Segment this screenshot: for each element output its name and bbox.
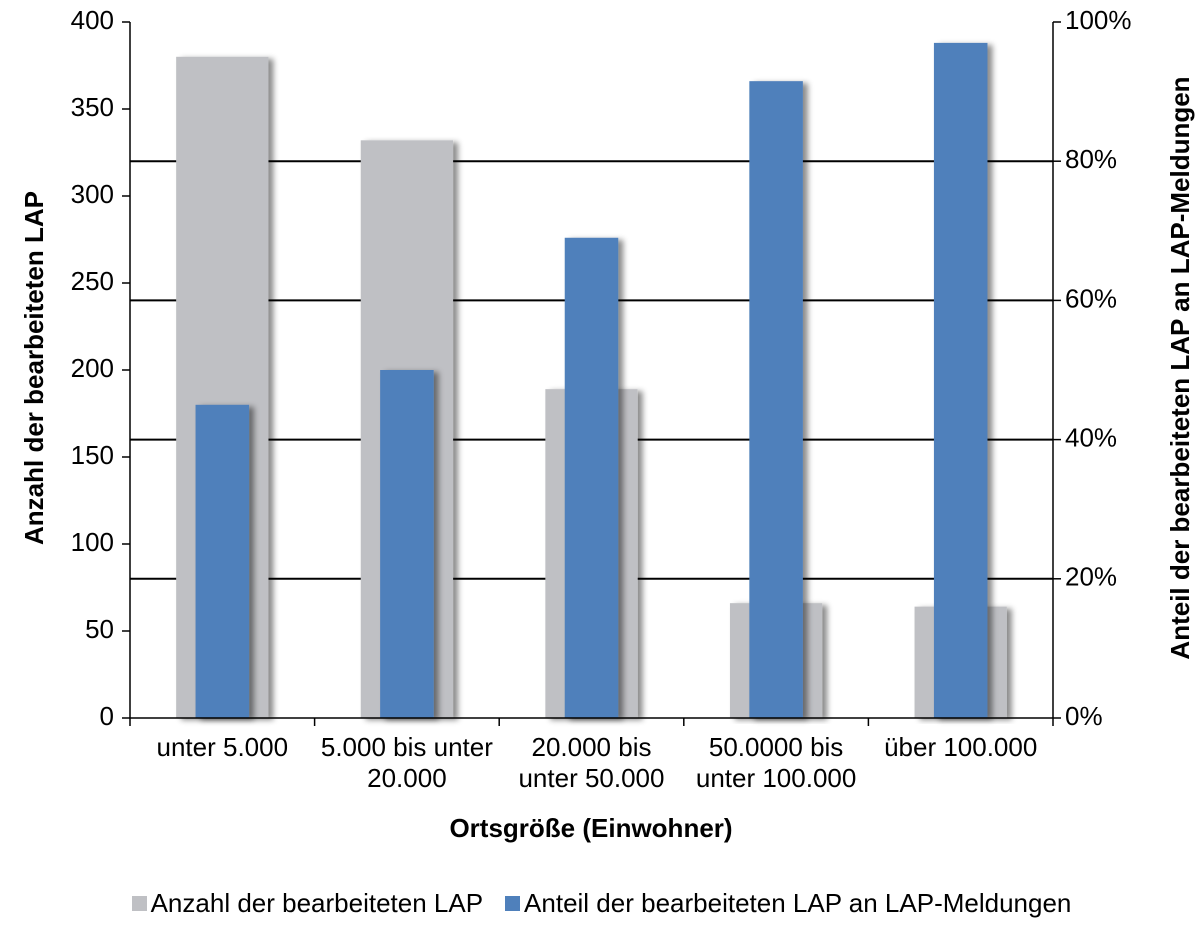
y-tick-label: 50 <box>85 614 114 644</box>
legend-label: Anzahl der bearbeiteten LAP <box>150 888 484 918</box>
y-tick-label: 250 <box>71 266 114 296</box>
x-tick-label: über 100.000 <box>884 732 1038 762</box>
y-tick-label: 400 <box>71 5 114 35</box>
x-axis-title: Ortsgröße (Einwohner) <box>449 813 732 843</box>
y-tick-label: 200 <box>71 353 114 383</box>
bar <box>195 404 250 718</box>
legend-swatch <box>131 896 147 911</box>
y2-tick-label: 100% <box>1065 5 1132 35</box>
y-tick-label: 300 <box>71 179 114 209</box>
legend-swatch <box>505 896 521 911</box>
y2-tick-label: 0% <box>1065 701 1103 731</box>
y2-tick-label: 40% <box>1065 422 1117 452</box>
y2-tick-label: 80% <box>1065 144 1117 174</box>
x-tick-label: unter 5.000 <box>156 732 289 762</box>
y-tick-label: 0 <box>100 701 114 731</box>
y2-axis-title: Anteil der bearbeiteten LAP an LAP-Meldu… <box>1165 76 1195 659</box>
bar <box>749 81 803 718</box>
bar <box>933 42 988 718</box>
y2-tick-label: 60% <box>1065 283 1117 313</box>
x-tick-label: 5.000 bis unter 20.000 <box>320 732 493 793</box>
bar <box>380 370 434 718</box>
y-tick-label: 150 <box>71 440 114 470</box>
x-tick-label: 50.0000 bis unter 100.000 <box>695 732 857 793</box>
legend: Anzahl der bearbeiteten LAP Anteil der be… <box>0 888 1203 919</box>
y2-tick-label: 20% <box>1065 562 1117 592</box>
x-tick-label: 20.000 bis unter 50.000 <box>518 732 665 793</box>
legend-item: Anzahl der bearbeiteten LAP <box>131 888 484 919</box>
y-tick-label: 100 <box>71 527 114 557</box>
bar <box>564 237 619 718</box>
legend-item: Anteil der bearbeiteten LAP an LAP-Meldu… <box>505 888 1071 919</box>
y-tick-label: 350 <box>71 92 114 122</box>
y-axis-title: Anzahl der bearbeiteten LAP <box>19 191 49 545</box>
legend-label: Anteil der bearbeiteten LAP an LAP-Meldu… <box>524 888 1072 918</box>
